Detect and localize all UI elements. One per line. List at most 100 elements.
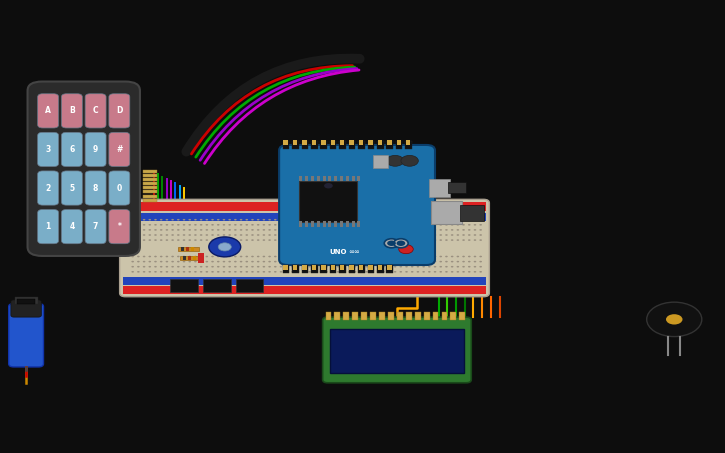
Circle shape (183, 239, 186, 241)
Circle shape (388, 261, 391, 262)
Circle shape (246, 224, 248, 226)
Circle shape (218, 243, 231, 251)
Circle shape (394, 239, 408, 248)
Circle shape (268, 251, 271, 252)
Circle shape (336, 266, 339, 268)
FancyBboxPatch shape (109, 132, 130, 167)
Circle shape (417, 266, 419, 268)
Circle shape (417, 234, 419, 236)
Circle shape (423, 219, 425, 221)
Circle shape (342, 234, 345, 236)
Bar (359, 265, 363, 270)
Circle shape (468, 239, 471, 241)
Bar (423, 312, 429, 320)
Circle shape (246, 271, 248, 273)
Circle shape (308, 255, 311, 257)
Circle shape (165, 219, 168, 221)
Circle shape (286, 261, 288, 262)
Circle shape (171, 251, 174, 252)
Circle shape (434, 219, 436, 221)
Circle shape (445, 229, 448, 231)
Circle shape (354, 255, 357, 257)
Bar (349, 141, 355, 149)
Circle shape (291, 239, 294, 241)
Circle shape (131, 219, 134, 221)
FancyArrowPatch shape (186, 58, 360, 152)
Circle shape (131, 261, 134, 262)
Circle shape (434, 239, 436, 241)
Circle shape (382, 229, 385, 231)
Circle shape (268, 219, 271, 221)
Bar (330, 265, 336, 273)
FancyBboxPatch shape (323, 317, 471, 383)
Circle shape (200, 251, 202, 252)
Circle shape (382, 219, 385, 221)
Circle shape (177, 234, 180, 236)
Bar (340, 140, 344, 145)
Circle shape (331, 266, 334, 268)
Circle shape (314, 224, 317, 226)
Circle shape (240, 261, 242, 262)
Circle shape (308, 251, 311, 252)
Bar (442, 312, 447, 320)
Circle shape (280, 239, 282, 241)
Circle shape (411, 239, 413, 241)
Circle shape (188, 251, 191, 252)
Circle shape (388, 234, 391, 236)
Bar (379, 312, 385, 320)
Circle shape (291, 255, 294, 257)
Circle shape (331, 261, 334, 262)
Circle shape (149, 271, 151, 273)
Circle shape (377, 251, 379, 252)
Circle shape (262, 261, 265, 262)
Circle shape (286, 234, 288, 236)
Circle shape (200, 229, 202, 231)
Bar (311, 221, 314, 226)
Circle shape (399, 261, 402, 262)
Circle shape (320, 219, 322, 221)
Text: 2: 2 (46, 183, 51, 193)
Circle shape (331, 251, 334, 252)
Circle shape (388, 239, 391, 241)
Circle shape (324, 183, 333, 188)
Circle shape (251, 271, 254, 273)
Circle shape (171, 219, 174, 221)
FancyBboxPatch shape (28, 82, 140, 256)
Circle shape (382, 266, 385, 268)
Circle shape (286, 251, 288, 252)
Circle shape (257, 234, 260, 236)
Circle shape (377, 271, 379, 273)
Circle shape (228, 261, 231, 262)
Circle shape (388, 229, 391, 231)
Circle shape (473, 234, 476, 236)
Bar (127, 244, 482, 254)
Circle shape (463, 255, 465, 257)
Bar (388, 312, 394, 320)
Bar (170, 279, 198, 292)
Bar (292, 265, 299, 273)
Circle shape (439, 271, 442, 273)
Circle shape (360, 224, 362, 226)
Circle shape (320, 266, 322, 268)
Circle shape (268, 261, 271, 262)
Circle shape (405, 229, 408, 231)
Circle shape (131, 266, 134, 268)
Circle shape (160, 255, 162, 257)
Circle shape (217, 224, 220, 226)
Bar (143, 178, 157, 181)
Bar (377, 265, 384, 273)
Bar (396, 141, 402, 149)
Circle shape (268, 239, 271, 241)
Circle shape (473, 251, 476, 252)
Circle shape (371, 251, 373, 252)
Circle shape (434, 251, 436, 252)
Circle shape (194, 219, 196, 221)
Circle shape (223, 271, 225, 273)
Circle shape (417, 261, 419, 262)
Circle shape (348, 271, 351, 273)
Circle shape (223, 229, 225, 231)
Bar (357, 221, 360, 226)
Circle shape (457, 239, 459, 241)
Circle shape (137, 261, 140, 262)
FancyBboxPatch shape (279, 145, 435, 265)
